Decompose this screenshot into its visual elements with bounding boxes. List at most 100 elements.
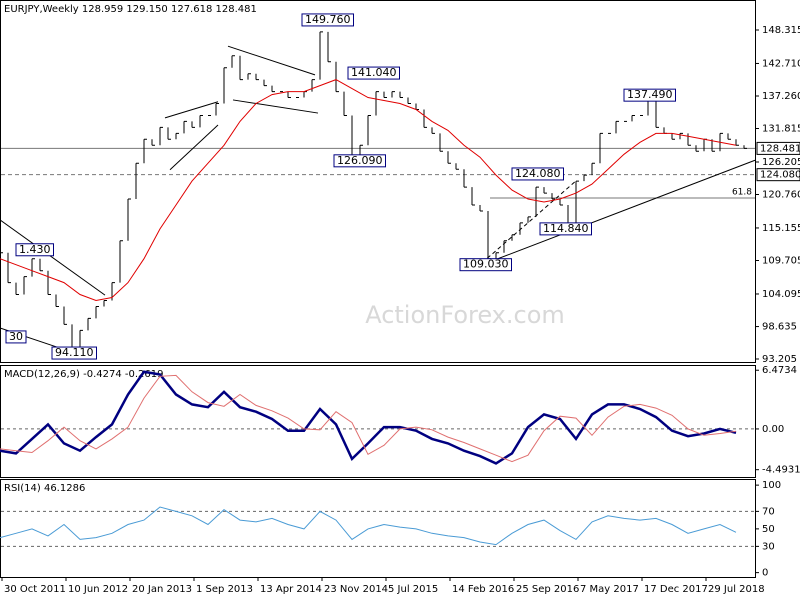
trendline <box>232 99 319 114</box>
price-bar <box>591 162 595 176</box>
price-bar <box>575 180 579 226</box>
panel-title: EURJPY,Weekly 128.959 129.150 127.618 12… <box>4 4 257 15</box>
price-bar <box>559 199 563 206</box>
y-tick-label: 137.260 <box>762 91 800 102</box>
price-bar <box>167 127 171 140</box>
price-bar <box>519 222 523 235</box>
x-tick-label: 7 May 2017 <box>580 584 639 595</box>
annotation-box <box>511 167 564 181</box>
price-bar <box>343 91 347 116</box>
x-tick-label: 29 Jul 2018 <box>708 584 765 595</box>
annotation-box <box>333 154 386 168</box>
price-bar <box>287 91 291 98</box>
price-bar <box>63 306 67 325</box>
y-tick-label: 100 <box>762 480 781 491</box>
price-bar <box>23 276 27 295</box>
price-bar <box>439 133 443 152</box>
price-bar <box>543 187 547 194</box>
watermark: ActionForex.com <box>365 301 565 329</box>
indicator-line <box>0 374 737 463</box>
price-bar <box>671 133 675 140</box>
y-tick-label: 70 <box>762 506 775 517</box>
x-tick-label: 13 Apr 2014 <box>260 584 322 595</box>
price-bar <box>31 258 35 277</box>
annotation-box <box>623 88 676 102</box>
annotation-box <box>347 66 400 80</box>
trendline <box>169 124 219 171</box>
fib-label: 61.8 <box>732 188 752 198</box>
x-tick-label: 1 Sep 2013 <box>196 584 253 595</box>
price-bar <box>0 250 3 254</box>
price-bar <box>199 115 203 128</box>
price-bar <box>335 61 339 93</box>
price-bar <box>471 187 475 206</box>
x-tick-label: 10 Jun 2012 <box>68 584 128 595</box>
y-tick-label: 50 <box>762 524 775 535</box>
price-bar <box>695 145 699 152</box>
x-tick-label: 25 Sep 2016 <box>516 584 579 595</box>
annotation-box <box>15 243 54 257</box>
y-tick-label: 98.635 <box>762 322 797 333</box>
price-bar <box>431 127 435 134</box>
price-bar <box>479 205 483 212</box>
price-bar <box>655 100 659 128</box>
price-bar <box>511 234 515 241</box>
panel-frame <box>0 365 756 478</box>
price-bar <box>735 139 739 146</box>
panel-title: MACD(12,26,9) -0.4274 -0.2619 <box>4 369 164 380</box>
price-bar <box>727 133 731 140</box>
y-tick-label: 6.4734 <box>762 365 797 376</box>
y-tick-label: 109.705 <box>762 255 800 266</box>
price-bar <box>183 120 187 134</box>
annotation: 109.030 <box>463 258 509 271</box>
price-bar <box>87 317 91 331</box>
annotation: 141.040 <box>351 66 397 79</box>
y-tick-label: 148.315 <box>762 25 800 36</box>
price-bar <box>399 91 403 98</box>
level-label: 124.080 <box>760 170 800 181</box>
price-bar <box>119 240 123 283</box>
indicator-line <box>0 370 737 465</box>
x-tick-label: 23 Nov 2014 <box>324 584 388 595</box>
price-bar <box>615 120 619 134</box>
trendline <box>0 219 106 296</box>
annotation-box <box>301 13 354 27</box>
x-tick-label: 17 Dec 2017 <box>644 584 708 595</box>
price-bar <box>159 126 163 146</box>
price-bar <box>255 73 259 81</box>
price-bar <box>215 103 219 116</box>
y-tick-label: 0.00 <box>762 424 784 435</box>
price-bar <box>79 329 83 349</box>
price-bar <box>7 252 11 284</box>
x-tick-label: 20 Jan 2013 <box>132 584 192 595</box>
price-bar <box>447 151 451 164</box>
price-bar <box>407 97 411 104</box>
y-tick-label: 30 <box>762 541 775 552</box>
price-bar <box>375 91 379 116</box>
y-tick-label: 104.095 <box>762 289 800 300</box>
price-bar <box>143 138 147 164</box>
price-bar <box>247 73 251 80</box>
price-bar <box>455 163 459 170</box>
annotation: 94.110 <box>55 346 94 359</box>
panel-title: RSI(14) 46.1286 <box>4 483 85 494</box>
level-label-box <box>756 141 800 155</box>
annotation: 124.080 <box>515 167 561 180</box>
price-bar <box>103 300 107 307</box>
trendline <box>164 101 219 119</box>
annotation: 137.490 <box>627 88 673 101</box>
price-bar <box>599 132 603 164</box>
price-bar <box>231 55 235 68</box>
indicator-line <box>0 506 737 546</box>
price-bar <box>311 79 315 92</box>
price-bar <box>687 133 691 146</box>
y-tick-label: 126.205 <box>762 157 800 168</box>
price-bar <box>127 198 131 241</box>
annotation-box <box>539 222 592 236</box>
price-bar <box>263 79 267 87</box>
x-tick-label: 30 Oct 2011 <box>4 584 66 595</box>
level-label: 128.481 <box>760 143 800 154</box>
